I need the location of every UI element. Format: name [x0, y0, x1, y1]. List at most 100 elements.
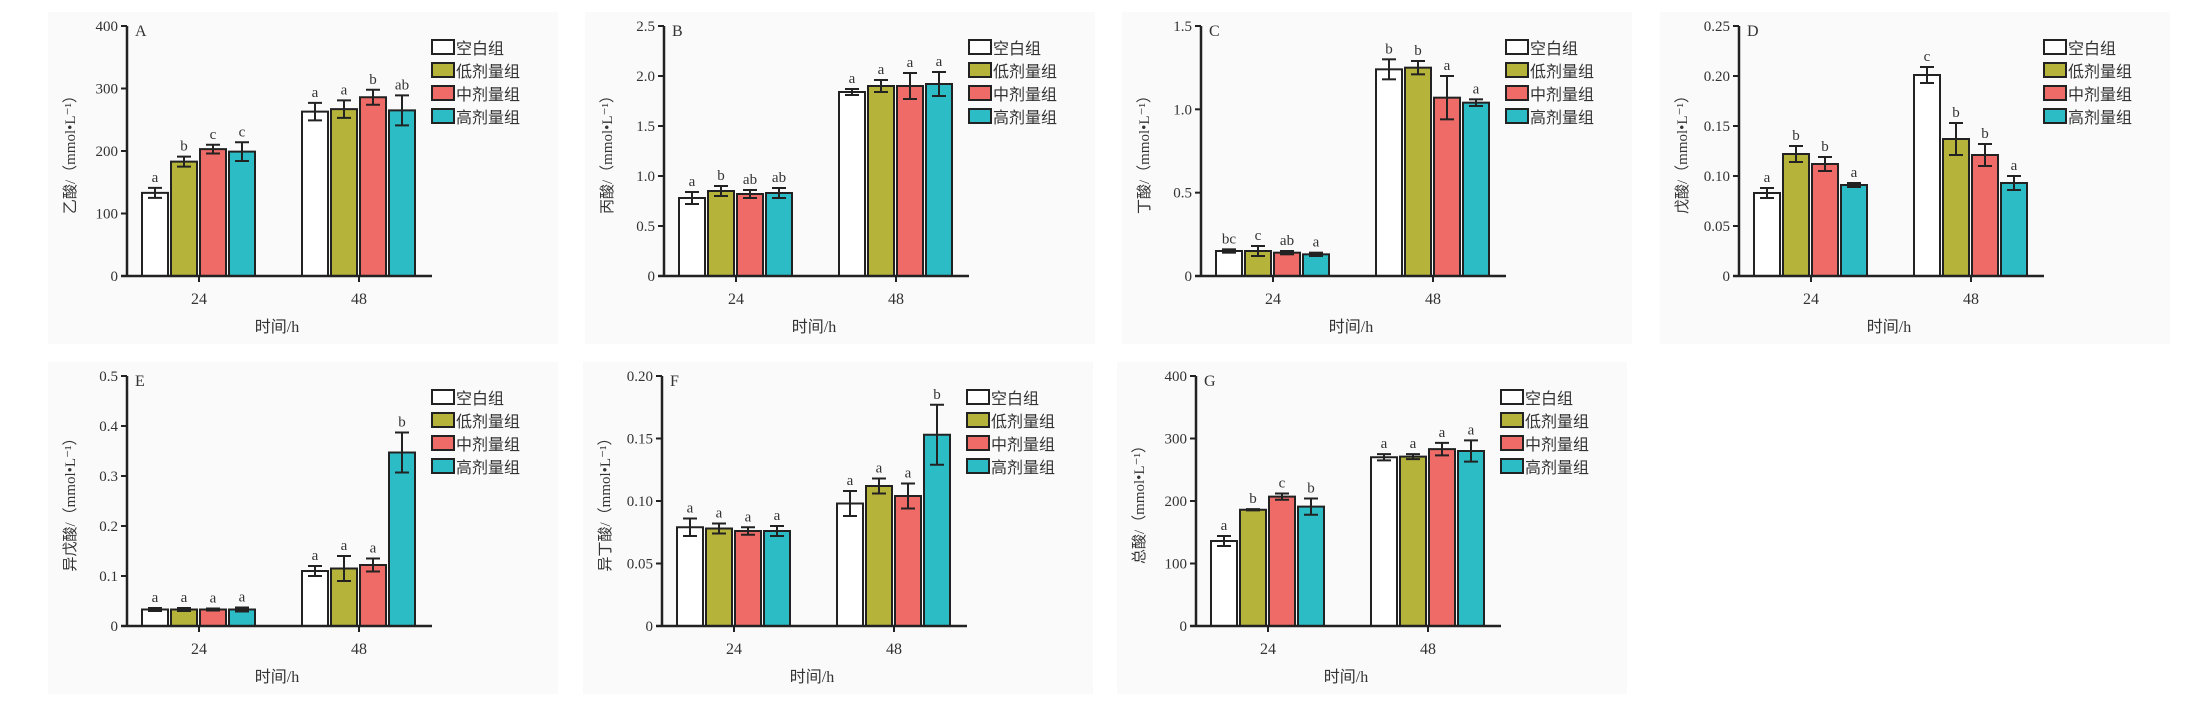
legend-label: 空白组 — [456, 40, 504, 58]
bar — [1811, 163, 1839, 277]
legend-swatch — [431, 39, 455, 55]
bar — [1462, 101, 1490, 277]
chart-svg: 0 0.05 0.10 0.15 0.20 a a a a a a a b 24 48 时间/h 异丁酸/（mm… — [597, 369, 1055, 686]
x-tick-label: 24 — [1260, 641, 1276, 658]
y-tick-label: 400 — [96, 19, 119, 35]
legend-swatch — [968, 62, 992, 78]
x-tick-label: 24 — [1803, 291, 1819, 308]
significance-letter: a — [1410, 436, 1417, 452]
legend-swatch — [431, 458, 455, 474]
bar — [1210, 540, 1238, 627]
significance-letter: b — [1414, 43, 1422, 59]
y-tick-label: 0.05 — [1704, 219, 1730, 235]
legend-label: 空白组 — [991, 390, 1039, 408]
y-tick-label: 0.3 — [99, 469, 118, 485]
significance-letter: ab — [395, 77, 409, 93]
bar — [1457, 450, 1485, 627]
legend-label: 中剂量组 — [456, 436, 520, 454]
significance-letter: a — [341, 82, 348, 98]
bar — [199, 148, 227, 277]
legend-label: 空白组 — [993, 40, 1041, 58]
x-tick-label: 48 — [1420, 641, 1436, 658]
legend-swatch — [1505, 85, 1529, 101]
bar — [359, 564, 387, 627]
y-tick-label: 0 — [111, 269, 119, 285]
y-tick-label: 0.10 — [627, 494, 653, 510]
significance-letter: a — [1439, 425, 1446, 441]
legend-swatch — [1500, 389, 1524, 405]
y-tick-label: 0.1 — [99, 569, 118, 585]
y-tick-label: 1.5 — [1173, 19, 1192, 35]
legend-label: 低剂量组 — [1525, 413, 1589, 431]
significance-letter: a — [745, 509, 752, 525]
significance-letter: a — [341, 538, 348, 554]
legend-label: 高剂量组 — [991, 459, 1055, 477]
bar — [1375, 68, 1403, 278]
legend-label: 高剂量组 — [456, 109, 520, 127]
significance-letter: a — [847, 473, 854, 489]
y-tick-label: 0.5 — [99, 369, 118, 385]
significance-letter: a — [152, 170, 159, 186]
significance-letter: c — [239, 124, 246, 140]
legend-label: 中剂量组 — [456, 86, 520, 104]
bar — [1840, 184, 1868, 277]
bar — [765, 192, 793, 277]
y-tick-label: 0.15 — [1704, 119, 1730, 135]
x-tick-label: 24 — [1265, 291, 1281, 308]
bar — [1268, 495, 1296, 627]
significance-letter: a — [1313, 235, 1320, 251]
y-axis-label: 异戊酸/（mmol•L⁻¹） — [62, 431, 79, 572]
chart-panel-D: 0 0.05 0.10 0.15 0.20 0.25 a c b b b b a a 24 48 时间/h 戊酸/… — [1660, 12, 2170, 344]
legend-swatch — [2043, 108, 2067, 124]
y-tick-label: 0.20 — [1704, 69, 1730, 85]
x-tick-label: 48 — [1963, 291, 1979, 308]
legend-label: 低剂量组 — [456, 413, 520, 431]
x-tick-label: 24 — [191, 641, 207, 658]
significance-letter: bc — [1222, 231, 1237, 247]
bar — [1302, 253, 1330, 277]
legend-swatch — [1505, 108, 1529, 124]
significance-letter: a — [312, 548, 319, 564]
chart-panel-C: 0 0.5 1.0 1.5 bc b c b ab a a a 24 48 时间/h 丁酸/（mmol•L⁻¹… — [1122, 12, 1632, 344]
legend-label: 空白组 — [2068, 40, 2116, 58]
panel-letter: D — [1747, 23, 1759, 40]
bar — [676, 526, 704, 627]
panel-letter: B — [672, 23, 683, 40]
significance-letter: a — [1221, 518, 1228, 534]
legend-label: 空白组 — [456, 390, 504, 408]
significance-letter: c — [1255, 228, 1262, 244]
bar — [388, 109, 416, 277]
panel-letter: C — [1209, 23, 1220, 40]
bar — [330, 108, 358, 277]
significance-letter: b — [180, 139, 188, 155]
significance-letter: b — [398, 415, 406, 431]
bar — [925, 83, 953, 277]
legend-swatch — [2043, 85, 2067, 101]
bar — [1215, 250, 1243, 277]
x-tick-label: 24 — [726, 641, 742, 658]
significance-letter: a — [1444, 58, 1451, 74]
significance-letter: a — [210, 591, 217, 607]
legend-label: 中剂量组 — [991, 436, 1055, 454]
y-axis-label: 丁酸/（mmol•L⁻¹） — [1136, 88, 1153, 214]
y-tick-label: 0.2 — [99, 519, 118, 535]
bar — [867, 85, 895, 277]
legend-swatch — [968, 85, 992, 101]
bar — [359, 96, 387, 277]
x-axis-label: 时间/h — [1329, 318, 1373, 336]
legend-swatch — [1500, 412, 1524, 428]
significance-letter: a — [905, 466, 912, 482]
significance-letter: b — [1821, 139, 1829, 155]
y-tick-label: 100 — [96, 207, 119, 223]
bar — [763, 530, 791, 627]
y-tick-label: 0 — [1185, 269, 1193, 285]
significance-letter: ab — [772, 170, 786, 186]
bar — [1370, 456, 1398, 627]
y-tick-label: 0 — [1180, 619, 1188, 635]
bar — [678, 197, 706, 277]
chart-svg: 0 0.1 0.2 0.3 0.4 0.5 a a a a a a a b 24 48 时间/h 异戊酸/（mmo… — [62, 369, 520, 686]
legend-label: 中剂量组 — [1530, 86, 1594, 104]
y-tick-label: 0 — [111, 619, 119, 635]
bar — [736, 193, 764, 277]
